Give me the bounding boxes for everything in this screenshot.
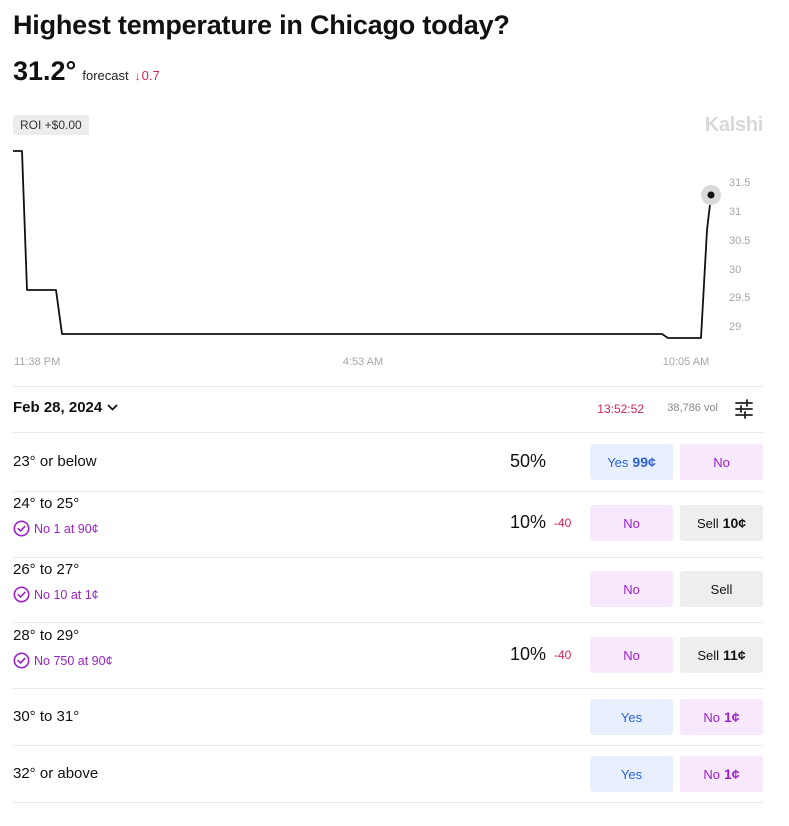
divider (13, 557, 763, 558)
forecast-label: forecast (82, 68, 129, 83)
y-tick-label: 31 (729, 206, 741, 218)
arrow-down-icon: ↓ (134, 69, 141, 83)
no-button[interactable]: No (680, 444, 763, 480)
button-price: 99¢ (632, 454, 656, 470)
outcome-probability: 10% (510, 644, 547, 664)
button-price: 1¢ (724, 709, 740, 725)
y-tick-label: 30 (729, 264, 741, 276)
chevron-down-icon (107, 404, 118, 410)
outcome-label: 23° or below (13, 453, 97, 470)
no-button[interactable]: No (590, 505, 673, 541)
y-tick-label: 31.5 (729, 177, 750, 189)
button-price: 1¢ (724, 766, 740, 782)
y-tick-label: 29.5 (729, 292, 750, 304)
x-tick-label: 11:38 PM (14, 356, 60, 368)
outcome-probability: 10% (510, 512, 547, 532)
button-label: No (703, 709, 721, 725)
yes-button[interactable]: Yes (590, 699, 673, 735)
button-label: No (623, 581, 640, 597)
price-chart: 31.5 31 30.5 30 29.5 29 11:38 PM 4:53 AM… (13, 150, 750, 368)
divider (13, 745, 763, 746)
outcome-label: 24° to 25° (13, 495, 80, 512)
divider (13, 622, 763, 623)
brand-logo: Kalshi (704, 114, 764, 136)
position-indicator: No 1 at 90¢ (13, 520, 99, 537)
divider (13, 688, 763, 689)
sell-button[interactable]: Sell 11¢ (680, 637, 763, 673)
position-indicator: No 10 at 1¢ (13, 586, 99, 603)
button-label: Sell (697, 647, 720, 663)
yes-button[interactable]: Yes (590, 756, 673, 792)
x-tick-label: 10:05 AM (663, 356, 709, 368)
x-tick-label: 4:53 AM (343, 356, 383, 368)
sell-button[interactable]: Sell 10¢ (680, 505, 763, 541)
outcome-label: 32° or above (13, 765, 99, 782)
check-circle-icon (13, 520, 30, 537)
outcome-probability: 50% (510, 451, 547, 471)
sliders-icon[interactable] (733, 398, 755, 420)
y-tick-label: 29 (729, 321, 741, 333)
button-label: No (713, 454, 730, 470)
no-button[interactable]: No 1¢ (680, 699, 763, 735)
divider (13, 491, 763, 492)
roi-badge: ROI +$0.00 (13, 115, 89, 135)
position-text: No 10 at 1¢ (34, 587, 99, 602)
y-tick-label: 30.5 (729, 235, 750, 247)
sell-button[interactable]: Sell (680, 571, 763, 607)
button-label: No (703, 766, 721, 782)
position-indicator: No 750 at 90¢ (13, 652, 113, 669)
countdown-timer: 13:52:52 (597, 402, 644, 416)
divider (13, 432, 763, 433)
current-value: 31.2° (13, 56, 77, 86)
check-circle-icon (13, 586, 30, 603)
button-label: No (623, 647, 640, 663)
divider (13, 386, 763, 387)
market-title: Highest temperature in Chicago today? (13, 10, 510, 40)
volume-value: 38,786 (667, 402, 701, 414)
chart-current-marker[interactable] (707, 191, 715, 199)
date-label: Feb 28, 2024 (13, 399, 103, 416)
probability-change: -40 (554, 516, 572, 530)
outcome-label: 26° to 27° (13, 561, 80, 578)
button-price: 10¢ (722, 515, 747, 531)
divider (13, 802, 763, 803)
forecast-change: ↓ 0.7 (135, 68, 160, 83)
outcome-label: 30° to 31° (13, 708, 80, 725)
chart-line (13, 150, 712, 339)
outcome-label: 28° to 29° (13, 627, 80, 644)
button-label: Yes (607, 454, 629, 470)
position-text: No 750 at 90¢ (34, 653, 113, 668)
no-button[interactable]: No (590, 571, 673, 607)
forecast-change-value: 0.7 (141, 68, 160, 83)
button-price: 11¢ (723, 647, 746, 663)
position-text: No 1 at 90¢ (34, 521, 99, 536)
probability-change: -40 (554, 648, 572, 662)
check-circle-icon (13, 652, 30, 669)
no-button[interactable]: No 1¢ (680, 756, 763, 792)
button-label: Yes (620, 709, 643, 725)
headline: 31.2° forecast ↓ 0.7 (13, 56, 160, 87)
button-label: Sell (710, 581, 733, 597)
date-selector[interactable]: Feb 28, 2024 (13, 399, 118, 416)
yes-button[interactable]: Yes 99¢ (590, 444, 673, 480)
volume: 38,786 vol (667, 402, 718, 414)
no-button[interactable]: No (590, 637, 673, 673)
button-label: Sell (696, 515, 719, 531)
volume-unit: vol (703, 402, 718, 414)
button-label: Yes (620, 766, 643, 782)
button-label: No (623, 515, 640, 531)
